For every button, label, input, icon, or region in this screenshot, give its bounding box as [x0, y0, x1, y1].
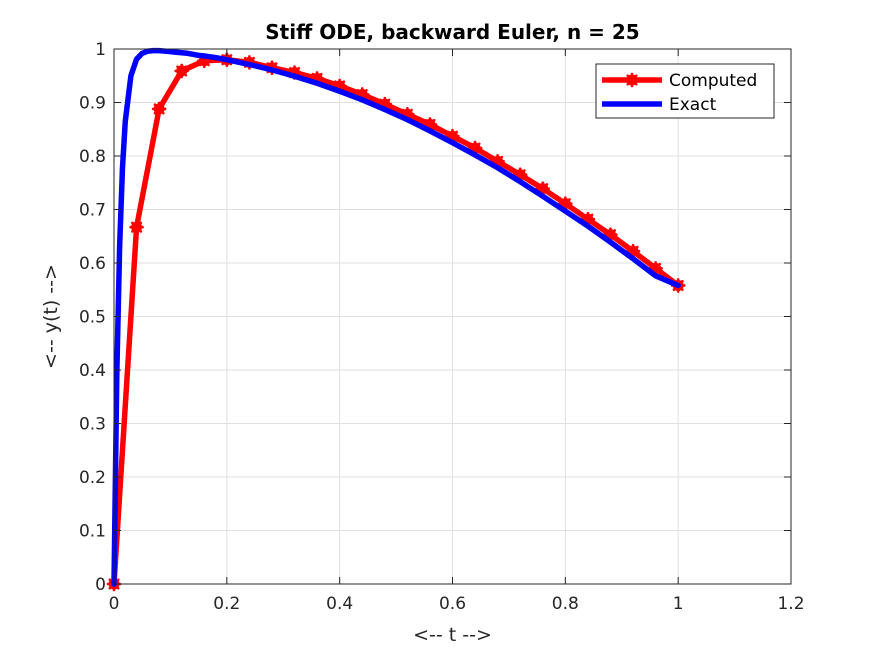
x-axis-title: <-- t -->	[413, 624, 492, 646]
y-tick-label: 0.9	[79, 94, 106, 114]
x-tick-label: 0.2	[213, 594, 240, 614]
y-tick-label: 0	[95, 575, 106, 595]
x-tick-label: 0.8	[552, 594, 579, 614]
y-tick-label: 1	[95, 40, 106, 60]
data-point	[151, 101, 167, 117]
y-tick-label: 0.6	[79, 254, 106, 274]
legend-label: Computed	[669, 71, 757, 91]
y-tick-label: 0.5	[79, 308, 106, 328]
ticks: 0 0.2 0.4 0.6 0.8 1 1.2 0 0.1 0.2 0.3 0.4 0.5 0.6 0.7 0…	[79, 40, 805, 614]
y-tick-label: 0.8	[79, 147, 106, 167]
x-tick-label: 1	[673, 594, 684, 614]
data-point	[129, 219, 144, 235]
y-tick-label: 0.2	[79, 468, 106, 488]
legend-entry-computed: Computed	[602, 71, 757, 91]
x-tick-label: 0	[109, 594, 120, 614]
legend-entry-exact: Exact	[602, 95, 717, 115]
x-tick-label: 0.4	[326, 594, 353, 614]
y-tick-label: 0.1	[79, 522, 106, 542]
x-tick-label: 0.6	[439, 594, 466, 614]
data-point	[174, 63, 189, 79]
legend: Computed Exact	[595, 63, 775, 119]
y-tick-label: 0.3	[79, 415, 106, 435]
y-tick-label: 0.4	[79, 361, 106, 381]
series-layer	[106, 47, 686, 592]
y-axis-title: <-- y(t) -->	[40, 264, 62, 369]
legend-box	[595, 63, 775, 119]
chart-title: Stiff ODE, backward Euler, n = 25	[265, 20, 639, 44]
y-tick-label: 0.7	[79, 201, 106, 221]
series-line-exact	[111, 47, 681, 587]
x-tick-label: 1.2	[777, 594, 804, 614]
legend-label: Exact	[669, 95, 717, 115]
data-point	[624, 72, 640, 88]
